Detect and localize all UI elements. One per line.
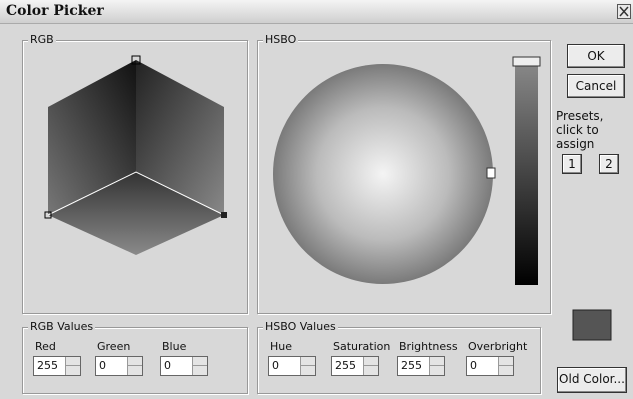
spin-field[interactable]: 255 <box>397 356 445 376</box>
spin-field[interactable]: 0 <box>466 356 514 376</box>
field-label: Saturation <box>333 340 391 353</box>
preset-button[interactable]: 1 <box>562 154 582 174</box>
close-icon <box>619 6 629 17</box>
spinner[interactable] <box>127 357 142 375</box>
cube-marker[interactable] <box>221 212 227 218</box>
cube-right-face[interactable] <box>136 60 224 215</box>
hsbo-values-label: HSBO Values <box>263 320 338 333</box>
cube-marker[interactable] <box>131 55 141 65</box>
field-label: Green <box>97 340 131 353</box>
old-color-button[interactable]: Old Color... <box>557 367 627 393</box>
hsbo-group <box>257 40 551 314</box>
spinner[interactable] <box>192 357 207 375</box>
cube-bottom-face[interactable] <box>48 172 224 255</box>
preset-button[interactable]: 2 <box>599 154 619 174</box>
window-title: Color Picker <box>6 3 104 19</box>
spin-field[interactable]: 0 <box>95 356 143 376</box>
spinner[interactable] <box>363 357 378 375</box>
hue-wheel[interactable] <box>273 64 493 284</box>
ok-button[interactable]: OK <box>567 44 625 68</box>
close-button[interactable] <box>617 4 631 19</box>
spinner[interactable] <box>498 357 513 375</box>
spin-field[interactable]: 0 <box>160 356 208 376</box>
rgb-values-group <box>22 327 248 394</box>
cube-marker[interactable] <box>44 211 52 219</box>
field-value[interactable]: 255 <box>401 359 422 372</box>
field-label: Blue <box>162 340 187 353</box>
slider-handle[interactable] <box>512 56 541 67</box>
cancel-button[interactable]: Cancel <box>567 74 625 98</box>
current-color-swatch <box>572 309 612 341</box>
field-value[interactable]: 0 <box>470 359 477 372</box>
title-bar: Color Picker <box>0 0 633 24</box>
spinner[interactable] <box>429 357 444 375</box>
field-label: Overbright <box>468 340 528 353</box>
rgb-group <box>22 40 248 314</box>
wheel-marker[interactable] <box>486 167 496 179</box>
spinner[interactable] <box>300 357 315 375</box>
brightness-slider[interactable] <box>515 63 538 285</box>
field-value[interactable]: 0 <box>272 359 279 372</box>
spin-field[interactable]: 255 <box>331 356 379 376</box>
hsbo-values-group <box>257 327 541 394</box>
spinner[interactable] <box>65 357 80 375</box>
rgb-group-label: RGB <box>28 33 56 46</box>
hsbo-group-label: HSBO <box>263 33 299 46</box>
field-value[interactable]: 0 <box>99 359 106 372</box>
cube-left-face[interactable] <box>48 60 136 215</box>
field-label: Hue <box>270 340 293 353</box>
spin-field[interactable]: 0 <box>268 356 316 376</box>
rgb-values-label: RGB Values <box>28 320 96 333</box>
cube-edges <box>47 171 225 216</box>
field-value[interactable]: 255 <box>335 359 356 372</box>
field-value[interactable]: 0 <box>164 359 171 372</box>
spin-field[interactable]: 255 <box>33 356 81 376</box>
presets-label: Presets, click to assign <box>556 109 604 151</box>
field-value[interactable]: 255 <box>37 359 58 372</box>
field-label: Brightness <box>399 340 458 353</box>
field-label: Red <box>35 340 56 353</box>
